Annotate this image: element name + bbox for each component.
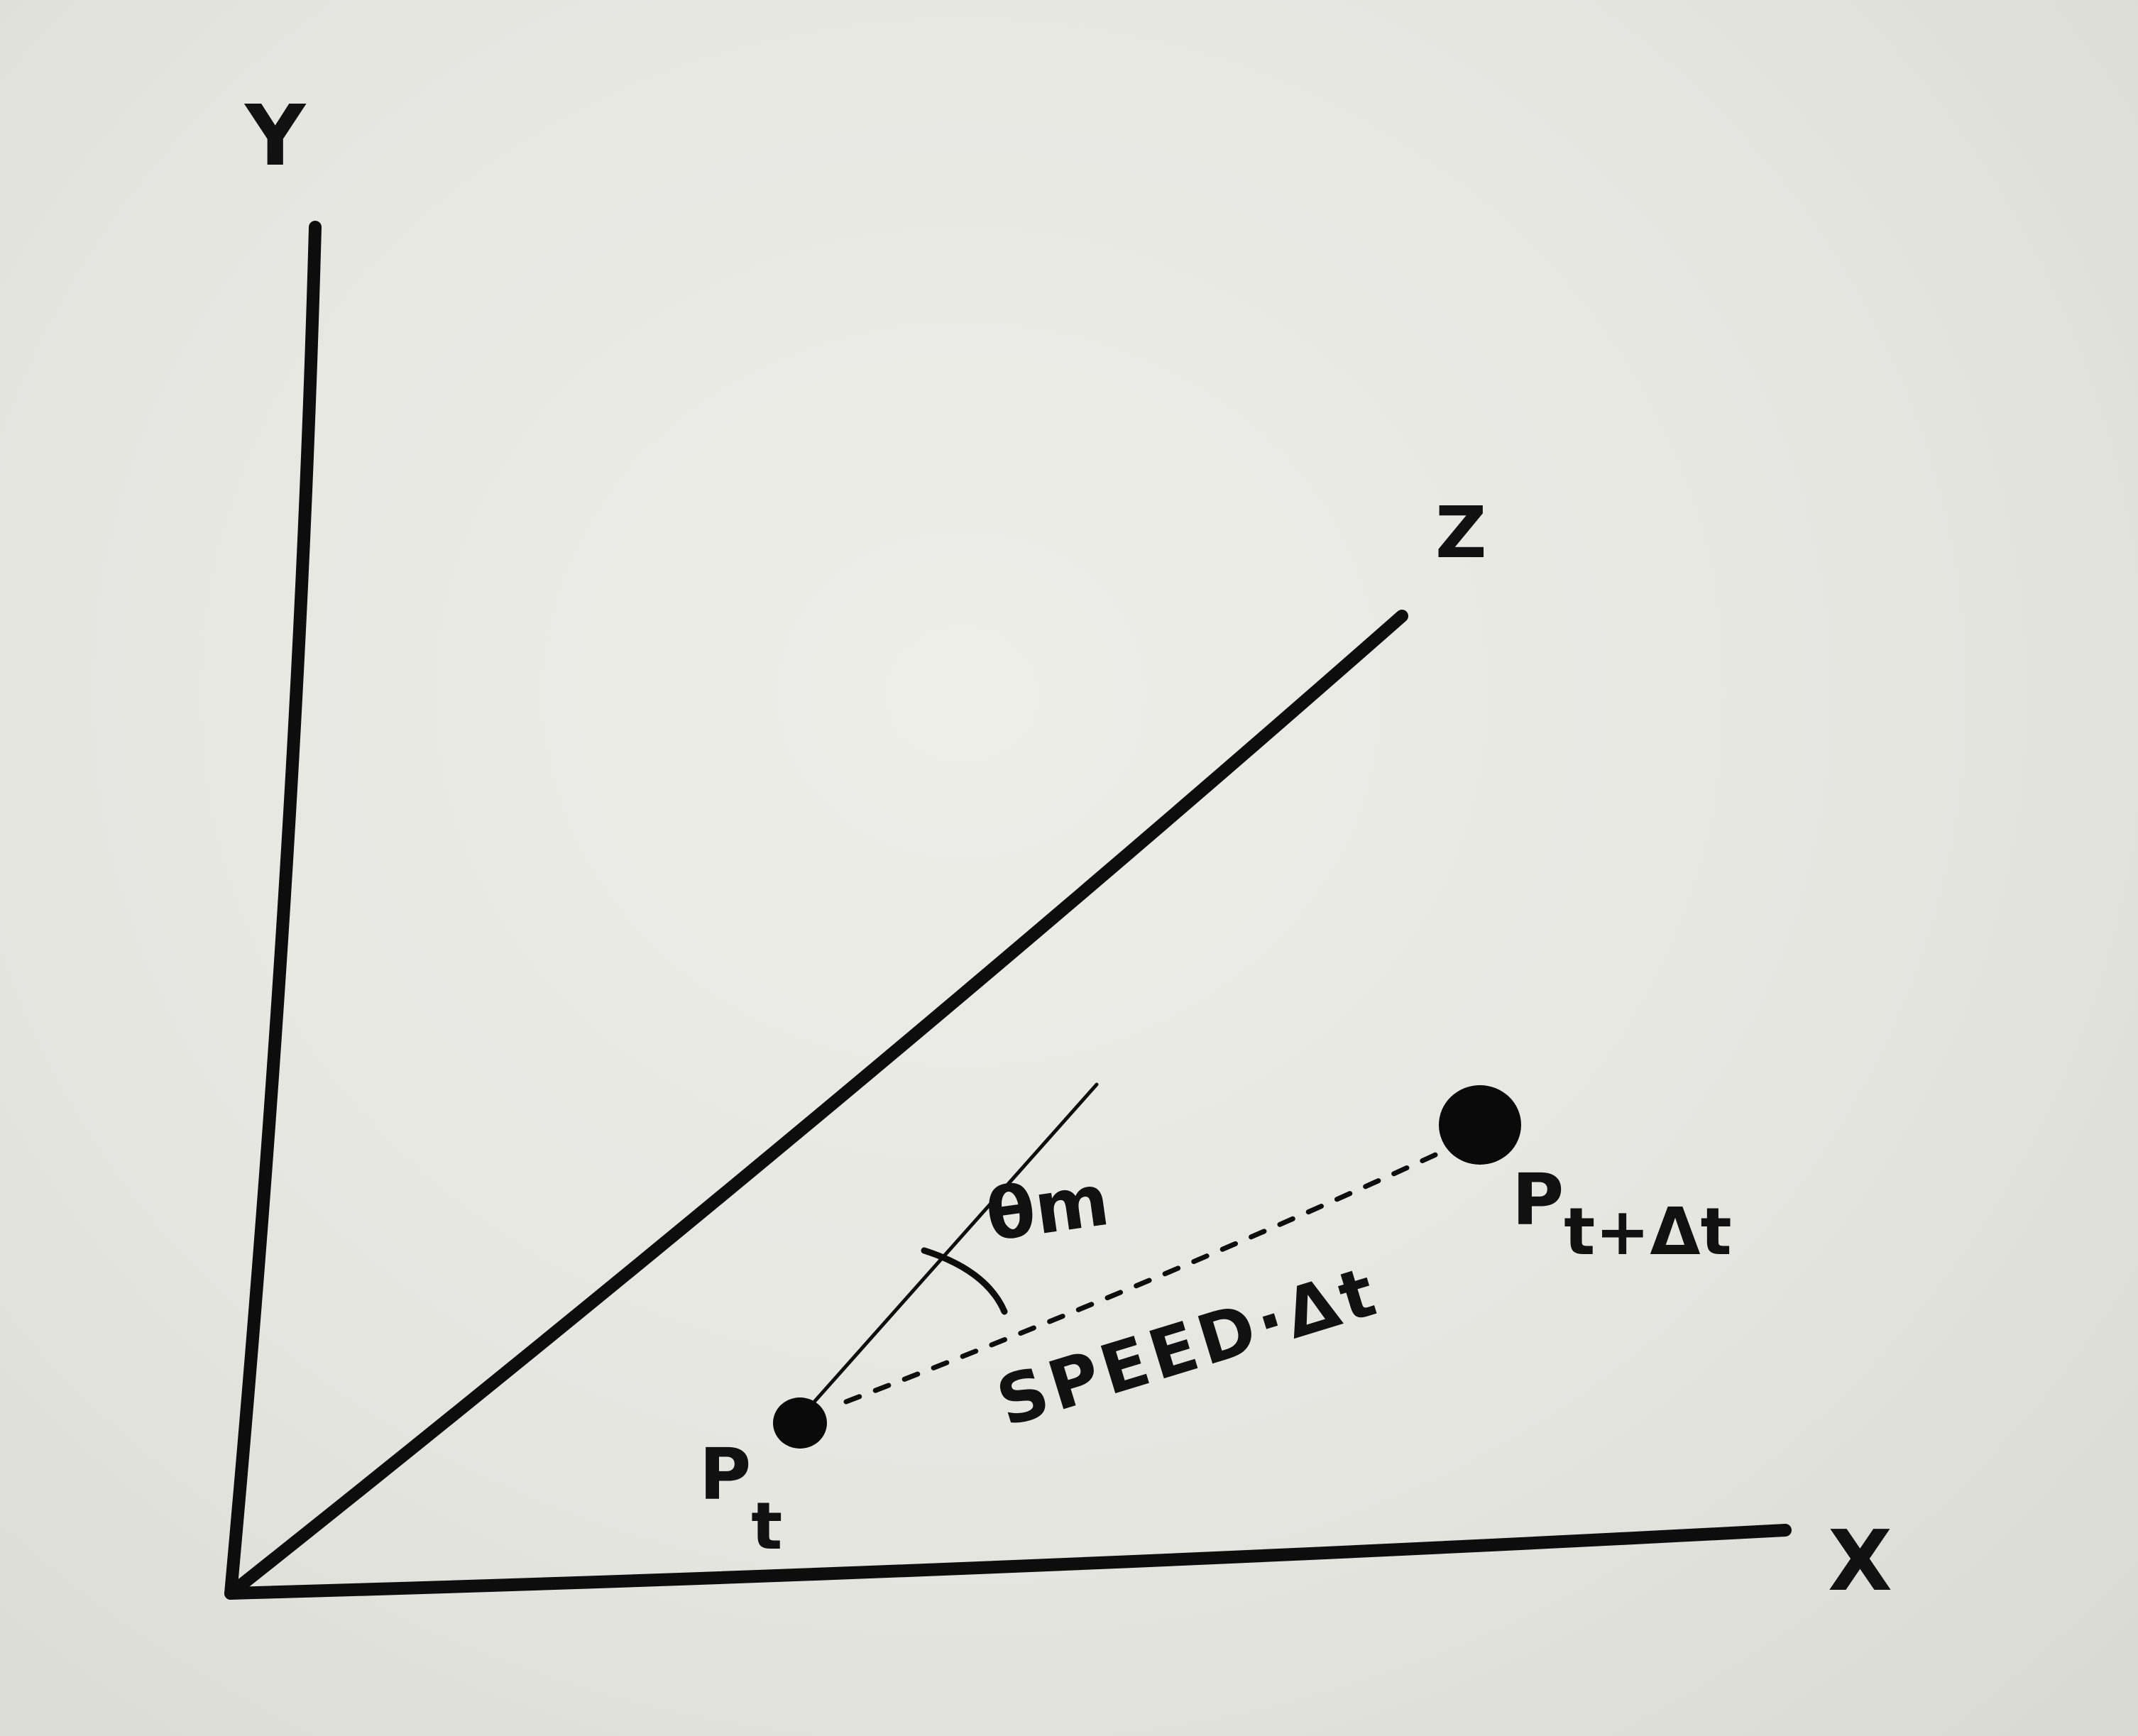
reference-direction-line — [796, 1082, 1099, 1422]
point-p-t-plus-dt-base: P — [1512, 1158, 1564, 1241]
point-p-t-plus-dt-label: Pt+Δt — [1512, 1158, 1732, 1270]
y-axis-line — [224, 221, 322, 1600]
angle-label: θm — [981, 1158, 1114, 1258]
z-axis-line — [224, 610, 1408, 1600]
displacement-dashed-line — [843, 1136, 1472, 1405]
point-p-t-subscript: t — [751, 1488, 782, 1564]
z-axis-label: Z — [1435, 491, 1487, 574]
x-axis-label: X — [1828, 1512, 1892, 1610]
x-axis-line — [224, 1524, 1792, 1600]
y-axis-label: Y — [243, 87, 307, 185]
point-p-t-base: P — [699, 1433, 751, 1516]
point-p-t — [773, 1397, 827, 1449]
angle-arc — [921, 1247, 1008, 1315]
point-p-t-plus-dt-subscript: t+Δt — [1564, 1194, 1731, 1270]
segment-label: SPEED·Δt — [988, 1251, 1388, 1442]
point-p-t-label: Pt — [699, 1433, 782, 1564]
point-p-t-plus-dt — [1439, 1085, 1521, 1165]
